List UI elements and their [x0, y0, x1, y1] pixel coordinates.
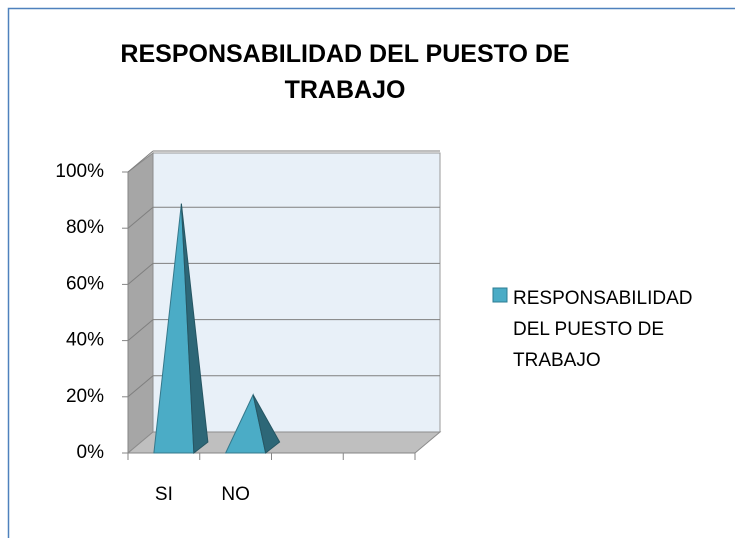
pyramid-side [180, 203, 209, 454]
y-tick-label: 60% [66, 273, 104, 294]
y-tick-label: 0% [77, 442, 105, 463]
chart-title: RESPONSABILIDAD DEL PUESTO DE TRABAJO [120, 40, 570, 104]
grid-line [127, 150, 154, 173]
legend-label: RESPONSABILIDAD DEL PUESTO DE TRABAJO [513, 288, 693, 371]
grid-line [127, 319, 154, 341]
x-tick-label: SI [155, 484, 173, 505]
pyramid-side [252, 394, 281, 454]
y-tick-label: 40% [66, 330, 104, 351]
grid-line [127, 263, 154, 285]
y-tick-label: 80% [66, 217, 104, 238]
legend-swatch [492, 287, 508, 303]
x-tick-label: NO [221, 484, 250, 505]
grid-line [127, 206, 154, 229]
y-tick-label: 100% [55, 161, 104, 182]
grid-line [127, 375, 154, 398]
chart-border [7, 7, 735, 538]
y-tick-label: 20% [66, 386, 104, 407]
side-wall [127, 151, 154, 455]
